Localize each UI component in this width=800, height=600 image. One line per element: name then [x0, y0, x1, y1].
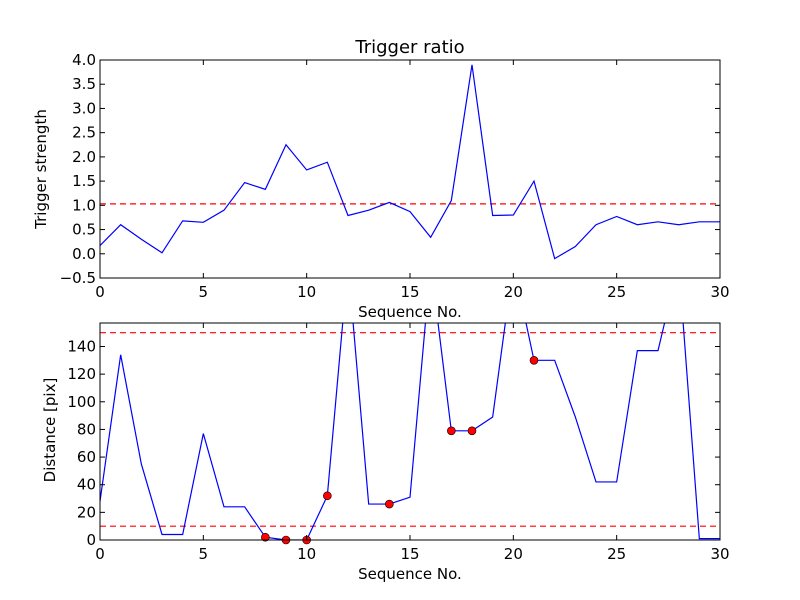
y-tick-label: −0.5: [60, 269, 96, 287]
marker-point: [467, 426, 477, 436]
series-line-0: [100, 64, 720, 260]
y-tick-label: 1.0: [72, 196, 96, 214]
y-tick-label: 60: [77, 448, 96, 466]
marker-point: [261, 532, 270, 542]
plot-frame: [99, 59, 721, 279]
y-tick-label: 140: [67, 337, 96, 355]
y-tick-label: 3.5: [72, 75, 96, 93]
x-tick-label: 20: [504, 545, 523, 563]
x-tick-label: 10: [297, 283, 316, 301]
plot-frame: [99, 322, 721, 541]
y-tick-label: 2.0: [72, 148, 96, 166]
y-tick-label: 2.5: [72, 124, 96, 142]
x-tick-label: 20: [504, 283, 523, 301]
y-tick-label: 100: [67, 393, 96, 411]
x-tick-label: 5: [199, 283, 209, 301]
x-tick-label: 30: [710, 545, 729, 563]
y-tick-label: 120: [67, 365, 96, 383]
x-axis-label: Sequence No.: [358, 565, 462, 583]
series-line-0: [100, 323, 720, 540]
y-tick-label: 80: [77, 420, 96, 438]
y-axis-label: Distance [pix]: [41, 378, 59, 483]
x-tick-label: 15: [400, 283, 419, 301]
x-tick-label: 30: [710, 283, 729, 301]
marker-point: [323, 491, 332, 501]
y-tick-label: 0.5: [72, 221, 96, 239]
y-tick-label: 3.0: [72, 99, 96, 117]
marker-point: [529, 356, 539, 365]
y-tick-label: 0.0: [72, 245, 96, 263]
y-tick-label: 0: [86, 531, 96, 549]
trigger-ratio-chart: Trigger ratio 0 5 10 15 20 25 30 −0.5 0.0 0.5 1.0 1…: [32, 37, 730, 321]
distance-chart: 0 5 10 15 20 25 30 0 20 40 60 80 100 120 140 Sequence …: [41, 322, 730, 583]
y-tick-label: 40: [77, 476, 96, 494]
y-tick-label: 20: [77, 503, 96, 521]
marker-point: [447, 426, 456, 436]
x-tick-label: 10: [297, 545, 316, 563]
x-tick-label: 0: [95, 545, 105, 563]
y-tick-label: 1.5: [72, 172, 96, 190]
y-axis-label: Trigger strength: [32, 109, 50, 230]
x-tick-label: 25: [607, 545, 626, 563]
x-tick-label: 5: [199, 545, 209, 563]
x-tick-label: 0: [95, 283, 105, 301]
y-tick-label: 4.0: [72, 51, 96, 69]
chart-title: Trigger ratio: [354, 37, 464, 58]
x-tick-label: 25: [607, 283, 626, 301]
marker-point: [385, 499, 394, 509]
x-tick-label: 15: [400, 545, 419, 563]
x-axis-label: Sequence No.: [358, 303, 462, 321]
